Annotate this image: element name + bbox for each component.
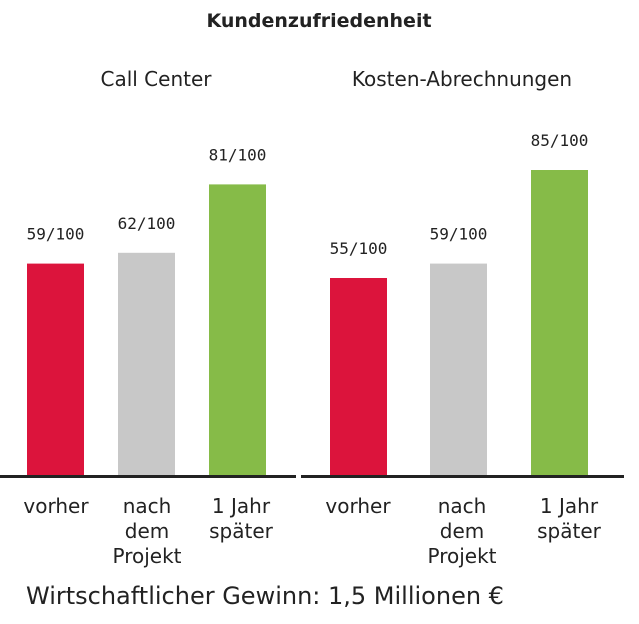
bar-value-label: 81/100 [209,145,267,164]
chart-title: Kundenzufriedenheit [206,10,431,32]
bar-vorher [27,263,84,476]
chart-footer: Wirtschaftlicher Gewinn: 1,5 Millionen € [26,582,504,610]
category-label-line: Projekt [112,544,181,568]
category-label-line: später [209,519,274,543]
category-label: vorher [325,494,391,518]
category-label-line: nach [438,494,487,518]
panel-1: Call Center 59/100 vorher 62/100 nach dem Proj… [0,67,296,568]
bar-value-label: 85/100 [531,131,589,150]
category-label-line: dem [440,519,484,543]
category-label-line: vorher [325,494,391,518]
panel-2: Kosten-Abrechnungen 55/100 vorher 59/100 nac… [301,67,624,568]
category-label-line: 1 Jahr [212,494,271,518]
category-label: 1 Jahr später [209,494,274,543]
category-label-line: nach [123,494,172,518]
bar-value-label: 55/100 [330,239,388,258]
bar-value-label: 62/100 [118,214,176,233]
category-label: nach dem Projekt [427,494,496,568]
bar-value-label: 59/100 [430,225,488,244]
category-label-line: später [537,519,602,543]
category-label: 1 Jahr später [537,494,602,543]
bar-später [209,184,266,476]
bar-value-label: 59/100 [27,225,85,244]
category-label-line: vorher [23,494,89,518]
panel-title: Kosten-Abrechnungen [352,67,572,91]
category-label: nach dem Projekt [112,494,181,568]
category-label-line: 1 Jahr [540,494,599,518]
panel-title: Call Center [100,67,212,91]
bar-vorher [330,278,387,476]
bar-nach [430,263,487,476]
bar-nach [118,252,175,476]
category-label: vorher [23,494,89,518]
category-label-line: Projekt [427,544,496,568]
category-label-line: dem [125,519,169,543]
bar-später [531,170,588,476]
